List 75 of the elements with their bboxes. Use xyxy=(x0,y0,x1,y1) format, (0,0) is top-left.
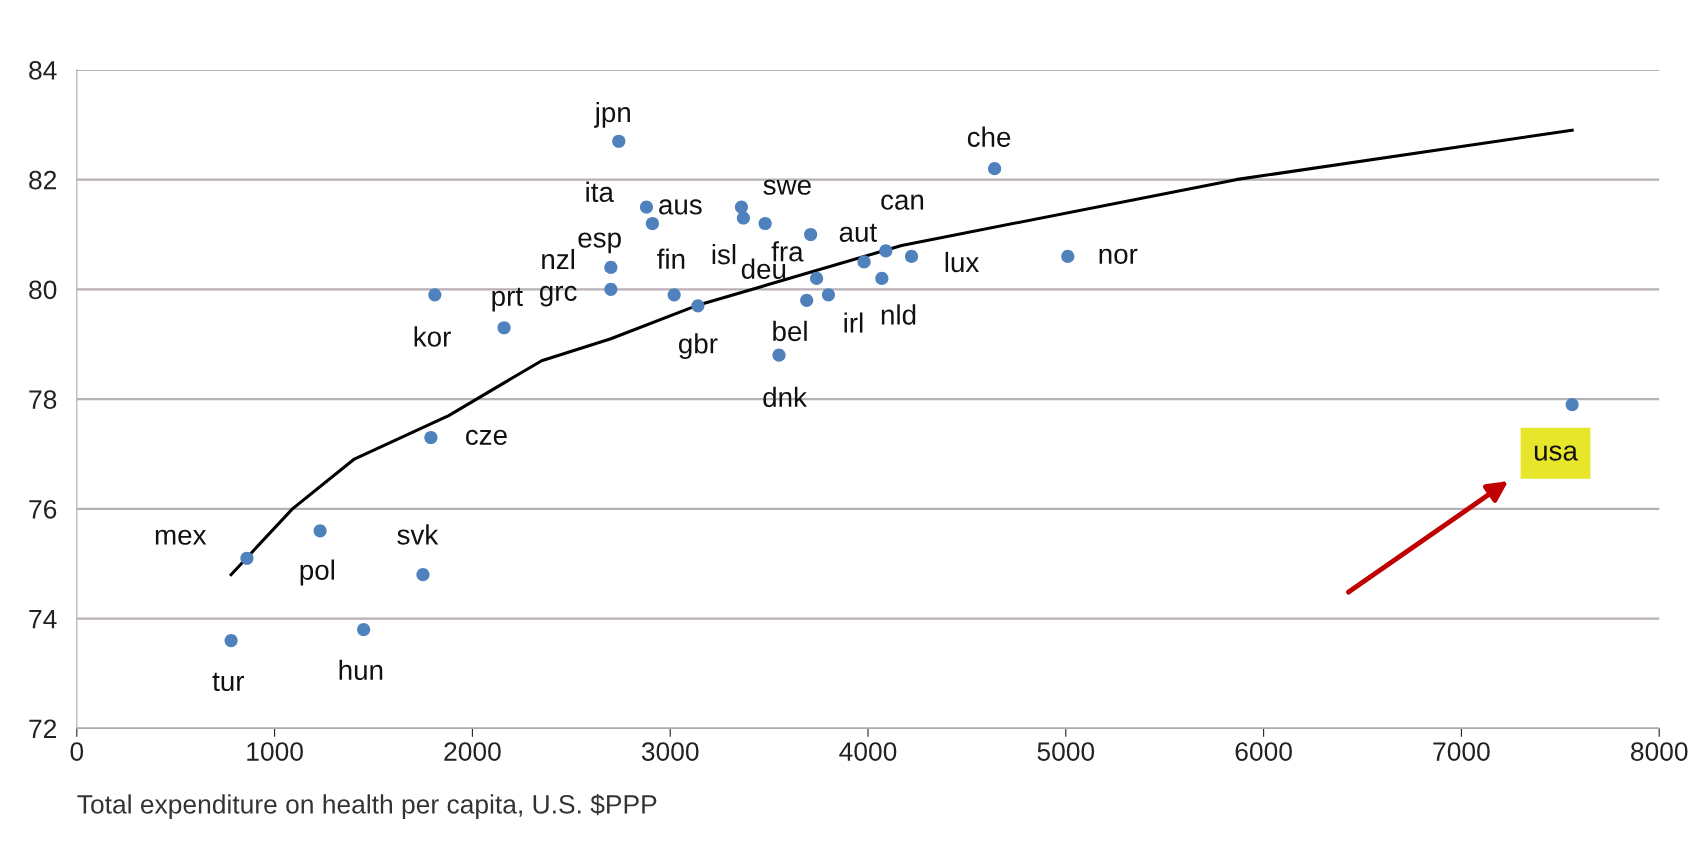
annotation: mex xyxy=(155,529,207,545)
point xyxy=(424,430,438,445)
y-tick-label: 78 xyxy=(29,390,57,409)
x-tick-label: 1000 xyxy=(247,742,303,761)
annotation: fin xyxy=(657,248,685,269)
point xyxy=(772,348,786,362)
annotation: tur xyxy=(212,672,245,692)
annotation: cze xyxy=(466,429,507,445)
annotation: bel xyxy=(773,320,807,342)
y-tick-label: 76 xyxy=(29,499,57,519)
point xyxy=(428,288,442,302)
point xyxy=(313,524,327,538)
x-axis-title: Total expenditure on health per capita, U.S. $PPP xyxy=(77,793,657,819)
annotation: nzl xyxy=(542,248,574,270)
annotation: nld xyxy=(881,304,916,325)
annotation: irl xyxy=(844,312,863,333)
annotation: ita xyxy=(586,181,614,203)
y-tick-label: 84 xyxy=(29,61,57,80)
point xyxy=(667,288,681,302)
annotation: svk xyxy=(397,524,439,545)
annotation: hun xyxy=(339,659,383,681)
point xyxy=(804,227,818,242)
x-tick-label: 3000 xyxy=(641,742,699,761)
annotation: usa xyxy=(1534,445,1578,461)
point xyxy=(416,568,430,582)
annotation: grc xyxy=(539,285,577,307)
annotation: isl xyxy=(712,243,736,265)
annotation: lux xyxy=(945,251,979,273)
annotation: prt xyxy=(492,287,523,312)
point xyxy=(645,216,659,231)
x-tick-label: 7000 xyxy=(1433,742,1490,761)
point xyxy=(639,200,654,214)
x-tick-label: 2000 xyxy=(444,742,501,761)
point xyxy=(1565,398,1579,412)
point xyxy=(604,282,618,296)
annotation: kor xyxy=(414,326,451,347)
annotation: swe xyxy=(763,179,811,195)
point xyxy=(904,249,919,264)
point xyxy=(734,200,749,214)
annotation: esp xyxy=(578,232,621,254)
point xyxy=(879,244,893,258)
point xyxy=(758,216,772,231)
x-tick-label: 6000 xyxy=(1235,742,1292,761)
annotation: aut xyxy=(839,223,877,242)
annotation: aus xyxy=(659,199,702,215)
annotation: gbr xyxy=(679,333,718,360)
point xyxy=(612,134,626,148)
annotation: nor xyxy=(1099,248,1138,264)
point xyxy=(1061,249,1075,264)
point xyxy=(240,551,254,565)
point xyxy=(821,288,836,302)
point xyxy=(800,293,814,307)
point xyxy=(691,299,705,313)
y-tick-label: 72 xyxy=(29,719,57,738)
point xyxy=(224,633,238,648)
point xyxy=(857,255,871,269)
point xyxy=(988,162,1002,176)
x-tick-label: 5000 xyxy=(1037,742,1095,761)
annotation: dnk xyxy=(763,386,807,408)
point xyxy=(809,271,824,285)
annotation: pol xyxy=(300,559,335,586)
point xyxy=(604,260,618,275)
y-tick-label: 80 xyxy=(29,280,57,300)
point xyxy=(736,211,750,225)
annotation: che xyxy=(967,126,1011,147)
point xyxy=(497,321,511,335)
y-tick-label: 74 xyxy=(29,610,57,629)
x-tick-label: 4000 xyxy=(839,742,897,761)
annotation: can xyxy=(881,194,924,210)
x-tick-label: 0 xyxy=(70,742,84,761)
x-tick-label: 8000 xyxy=(1631,742,1688,761)
point xyxy=(875,271,889,285)
y-tick-label: 82 xyxy=(29,170,57,190)
point xyxy=(357,622,371,637)
annotation: jpn xyxy=(594,101,630,128)
